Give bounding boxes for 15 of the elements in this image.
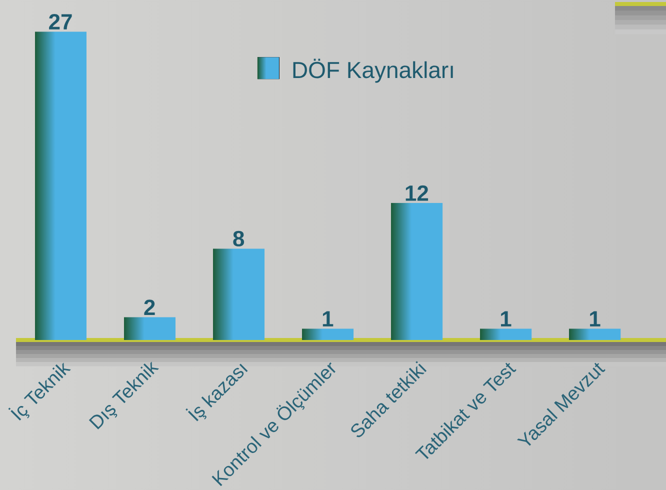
legend-label: DÖF Kaynakları [293,58,453,83]
bar [480,328,532,340]
bar [391,202,443,340]
data-label: 2 [144,300,155,315]
data-label: 1 [501,311,512,326]
data-label: 12 [406,185,428,201]
data-label: 8 [233,230,244,246]
bar [302,328,354,340]
bar [569,328,621,340]
data-label: 27 [49,14,72,30]
bar [124,317,176,340]
data-label: 1 [590,311,600,326]
bar [213,248,265,340]
data-label: 1 [322,311,334,326]
bar [35,32,87,340]
